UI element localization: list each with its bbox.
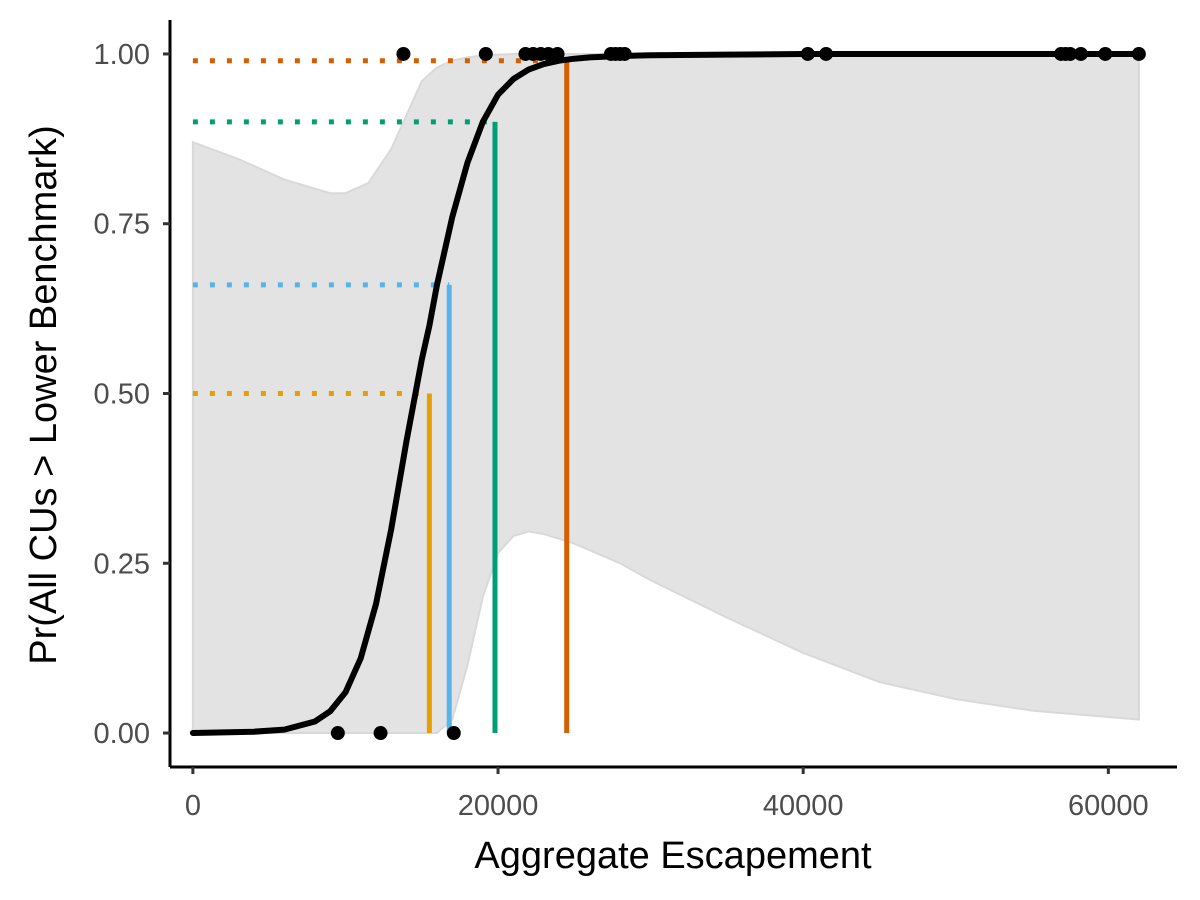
observation-point-18	[1063, 46, 1078, 61]
confidence-band	[191, 53, 1140, 734]
y-axis-title: Pr(All CUs > Lower Benchmark)	[23, 125, 65, 665]
x-axis-title: Aggregate Escapement	[474, 835, 872, 877]
observation-point-20	[1098, 46, 1113, 61]
confidence-band-layer	[191, 53, 1140, 734]
observation-point-19	[1073, 46, 1088, 61]
observation-point-2	[446, 726, 461, 741]
observation-point-14	[800, 46, 815, 61]
y-tick-label-2: 0.50	[94, 379, 150, 411]
x-axis-ticks: 0 20000 40000 60000	[185, 767, 1149, 822]
observation-points-layer	[330, 46, 1146, 741]
y-tick-label-1: 0.25	[94, 548, 150, 580]
y-tick-label-4: 1.00	[94, 39, 150, 71]
y-tick-label-0: 0.00	[94, 718, 150, 750]
observation-point-15	[819, 46, 834, 61]
y-tick-label-3: 0.75	[94, 209, 150, 241]
observation-point-21	[1131, 46, 1146, 61]
y-axis-ticks: 0.00 0.25 0.50 0.75 1.00	[94, 39, 170, 750]
observation-point-3	[396, 46, 411, 61]
x-tick-label-1: 20000	[458, 790, 539, 822]
x-tick-label-0: 0	[185, 790, 201, 822]
reference-lines-layer	[192, 58, 570, 734]
observation-point-0	[330, 726, 345, 741]
x-tick-label-2: 40000	[763, 790, 844, 822]
observation-point-4	[478, 46, 493, 61]
observation-point-13	[617, 46, 632, 61]
x-tick-label-3: 60000	[1068, 790, 1149, 822]
observation-point-9	[550, 46, 565, 61]
observation-point-1	[373, 726, 388, 741]
